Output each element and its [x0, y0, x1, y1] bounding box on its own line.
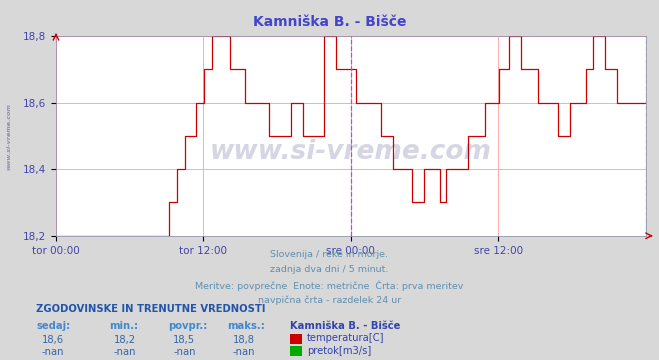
Text: sedaj:: sedaj:	[36, 321, 71, 331]
Text: temperatura[C]: temperatura[C]	[307, 333, 385, 343]
Text: povpr.:: povpr.:	[168, 321, 208, 331]
Text: Meritve: povprečne  Enote: metrične  Črta: prva meritev: Meritve: povprečne Enote: metrične Črta:…	[195, 280, 464, 291]
Text: maks.:: maks.:	[227, 321, 265, 331]
Text: zadnja dva dni / 5 minut.: zadnja dva dni / 5 minut.	[270, 265, 389, 274]
Text: 18,8: 18,8	[233, 335, 254, 345]
Text: -nan: -nan	[42, 347, 64, 357]
Text: min.:: min.:	[109, 321, 138, 331]
Text: ZGODOVINSKE IN TRENUTNE VREDNOSTI: ZGODOVINSKE IN TRENUTNE VREDNOSTI	[36, 304, 266, 314]
Text: -nan: -nan	[114, 347, 136, 357]
Text: pretok[m3/s]: pretok[m3/s]	[307, 346, 371, 356]
Text: navpična črta - razdelek 24 ur: navpična črta - razdelek 24 ur	[258, 296, 401, 305]
Text: www.si-vreme.com: www.si-vreme.com	[210, 139, 492, 165]
Text: 18,5: 18,5	[173, 335, 196, 345]
Text: www.si-vreme.com: www.si-vreme.com	[6, 103, 11, 170]
Text: -nan: -nan	[173, 347, 196, 357]
Text: Kamniška B. - Bišče: Kamniška B. - Bišče	[253, 15, 406, 29]
Text: Slovenija / reke in morje.: Slovenija / reke in morje.	[270, 250, 389, 259]
Text: -nan: -nan	[233, 347, 255, 357]
Text: 18,2: 18,2	[114, 335, 136, 345]
Text: Kamniška B. - Bišče: Kamniška B. - Bišče	[290, 321, 400, 331]
Text: 18,6: 18,6	[42, 335, 64, 345]
